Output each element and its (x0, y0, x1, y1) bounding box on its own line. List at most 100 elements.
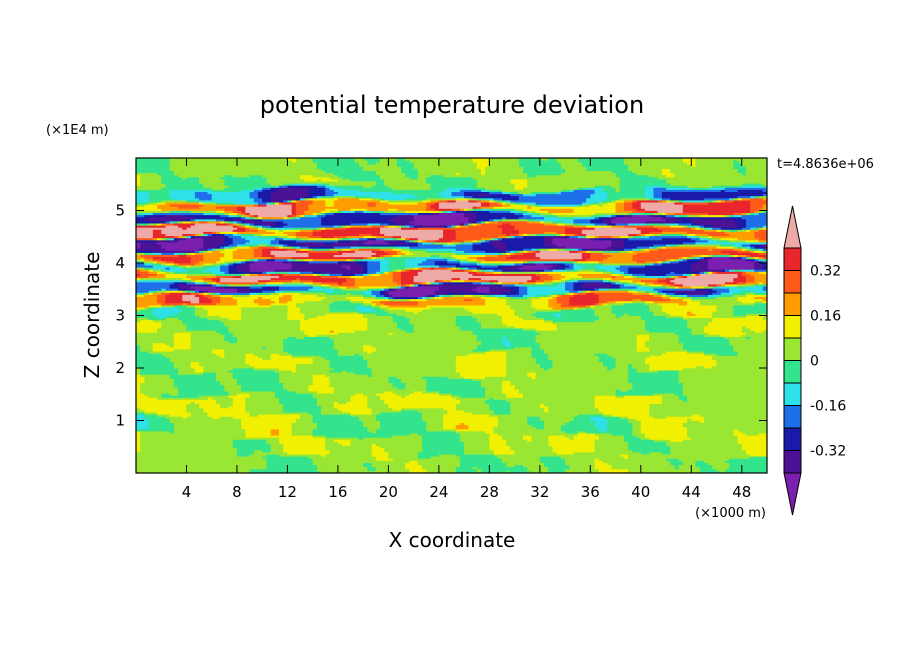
contour-cell (190, 347, 263, 350)
contour-cell (291, 263, 360, 266)
contour-cell (501, 336, 507, 339)
contour-cell (523, 393, 616, 396)
contour-cell (560, 309, 595, 312)
contour-cell (750, 208, 759, 211)
contour-cell (501, 239, 545, 243)
contour-cell (287, 223, 322, 226)
contour-cell (228, 267, 238, 270)
contour-cell (501, 231, 520, 234)
contour-cell (632, 258, 667, 262)
contour-cell (186, 275, 217, 279)
contour-cell (493, 428, 562, 432)
contour-cell (304, 210, 322, 213)
contour-cell (165, 248, 200, 251)
contour-cell (687, 256, 692, 260)
contour-cell (270, 187, 280, 190)
contour-cell (623, 225, 654, 228)
contour-cell (569, 300, 600, 304)
contour-cell (607, 202, 616, 205)
contour-cell (295, 250, 309, 253)
contour-cell (241, 389, 288, 392)
contour-cell (169, 193, 196, 197)
contour-cell (569, 189, 574, 192)
contour-cell (741, 216, 768, 220)
contour-cell (754, 246, 764, 249)
contour-cell (741, 300, 755, 304)
contour-cell (438, 265, 457, 268)
contour-cell (136, 370, 141, 373)
contour-cell (354, 250, 372, 253)
contour-cell (283, 183, 293, 186)
contour-cell (375, 181, 385, 184)
contour-cell (350, 248, 360, 251)
contour-cell (573, 292, 579, 295)
contour-cell (279, 431, 293, 434)
contour-cell (451, 256, 457, 260)
contour-cell (602, 361, 616, 365)
contour-cell (720, 189, 726, 192)
contour-cell (178, 284, 204, 287)
contour-cell (501, 380, 511, 384)
contour-cell (346, 401, 368, 405)
contour-cell (729, 214, 734, 218)
contour-cell (506, 344, 511, 348)
contour-cell (295, 214, 301, 218)
contour-cell (464, 298, 473, 302)
contour-cell (455, 466, 473, 470)
contour-cell (729, 458, 768, 461)
contour-cell (514, 311, 537, 314)
contour-cell (405, 172, 419, 176)
contour-cell (594, 458, 600, 461)
contour-cell (417, 281, 423, 285)
contour-cell (287, 233, 297, 237)
contour-cell (611, 466, 675, 470)
contour-cell (279, 439, 326, 442)
contour-cell (687, 418, 692, 421)
contour-cell (497, 237, 503, 241)
contour-cell (253, 250, 263, 253)
contour-cell (161, 229, 234, 232)
contour-cell (708, 212, 734, 216)
contour-cell (455, 454, 494, 457)
contour-cell (523, 317, 545, 321)
contour-cell (451, 193, 465, 197)
contour-cell (750, 206, 764, 209)
contour-cell (291, 204, 297, 207)
contour-cell (312, 374, 326, 377)
contour-cell (308, 250, 339, 253)
contour-cell (459, 439, 490, 442)
contour-cell (699, 227, 705, 230)
contour-cell (623, 456, 629, 459)
contour-cell (611, 200, 616, 203)
contour-cell (308, 189, 326, 192)
contour-cell (640, 202, 675, 205)
contour-cell (657, 370, 680, 373)
contour-cell (422, 267, 431, 270)
contour-cell (224, 248, 238, 251)
colorbar: 0.320.160-0.16-0.32 (783, 205, 846, 516)
contour-cell (438, 286, 478, 289)
contour-cell (199, 395, 229, 398)
contour-cell (699, 256, 705, 260)
contour-cell (645, 221, 675, 224)
contour-cell (249, 454, 267, 457)
contour-cell (623, 275, 633, 279)
contour-cell (190, 412, 208, 415)
contour-cell (295, 258, 305, 262)
contour-cell (308, 214, 318, 218)
contour-cell (321, 407, 339, 411)
contour-cell (552, 275, 566, 279)
contour-cell (750, 248, 759, 251)
contour-cell (178, 370, 196, 373)
contour-cell (291, 433, 314, 436)
contour-cell (581, 223, 595, 226)
contour-cell (577, 160, 625, 163)
contour-cell (136, 227, 183, 230)
contour-cell (194, 279, 204, 283)
contour-cell (388, 225, 398, 228)
contour-cell (569, 250, 579, 253)
contour-cell (691, 218, 734, 222)
contour-cell (518, 210, 528, 213)
contour-cell (140, 407, 187, 411)
contour-cell (754, 277, 768, 281)
